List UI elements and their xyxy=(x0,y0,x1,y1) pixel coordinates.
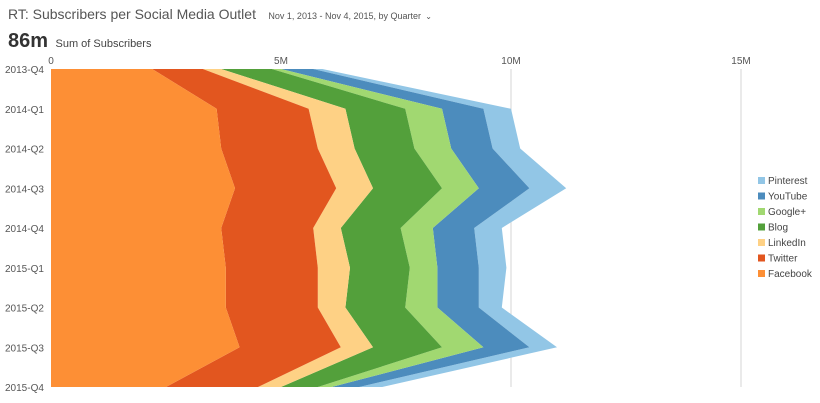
legend: Pinterest YouTube Google+ Blog LinkedIn Twitt… xyxy=(758,176,813,280)
legend-item-pinterest[interactable]: Pinterest xyxy=(758,176,808,187)
y-axis: 2013-Q4 2014-Q1 2014-Q2 2014-Q3 2014-Q4 2015-… xyxy=(5,65,44,394)
metric-label: Sum of Subscribers xyxy=(55,38,152,50)
legend-item-youtube[interactable]: YouTube xyxy=(758,192,808,203)
area-youtube[interactable] xyxy=(281,69,530,387)
y-tick-label: 2015-Q4 xyxy=(5,383,44,394)
legend-item-blog[interactable]: Blog xyxy=(758,223,788,234)
legend-swatch xyxy=(758,192,765,200)
y-tick-label: 2013-Q4 xyxy=(5,65,44,76)
x-tick-label: 5M xyxy=(274,56,288,67)
title-row: RT: Subscribers per Social Media Outlet … xyxy=(8,6,432,26)
y-tick-label: 2014-Q4 xyxy=(5,224,44,235)
x-tick-label: 10M xyxy=(501,56,520,67)
area-facebook[interactable] xyxy=(51,69,240,387)
y-tick-label: 2015-Q3 xyxy=(5,343,44,354)
chart-title: RT: Subscribers per Social Media Outlet xyxy=(8,6,256,22)
x-axis: 0 5M 10M 15M xyxy=(48,56,751,67)
series-areas xyxy=(51,69,567,387)
metric-row: 86m Sum of Subscribers xyxy=(8,30,151,53)
legend-label: LinkedIn xyxy=(768,238,806,249)
date-range-label: Nov 1, 2013 - Nov 4, 2015, by Quarter xyxy=(268,11,422,21)
legend-swatch xyxy=(758,270,765,277)
legend-item-twitter[interactable]: Twitter xyxy=(758,254,798,265)
legend-label: Google+ xyxy=(768,207,806,218)
chart-header: RT: Subscribers per Social Media Outlet … xyxy=(8,6,808,52)
legend-item-linkedin[interactable]: LinkedIn xyxy=(758,238,806,249)
total-value: 86m xyxy=(8,30,49,52)
chevron-down-icon: ⌄ xyxy=(423,12,432,21)
legend-label: Facebook xyxy=(768,269,813,280)
legend-item-facebook[interactable]: Facebook xyxy=(758,269,813,280)
legend-swatch xyxy=(758,208,765,215)
y-tick-label: 2015-Q2 xyxy=(5,304,44,315)
area-blog[interactable] xyxy=(221,69,442,387)
y-tick-label: 2014-Q1 xyxy=(5,105,44,116)
y-tick-label: 2014-Q2 xyxy=(5,145,44,156)
legend-label: Pinterest xyxy=(768,176,808,187)
area-google-[interactable] xyxy=(271,69,484,387)
legend-swatch xyxy=(758,254,765,262)
area-linkedin[interactable] xyxy=(202,69,373,387)
legend-label: YouTube xyxy=(768,192,808,203)
legend-swatch xyxy=(758,223,765,231)
area-twitter[interactable] xyxy=(152,69,341,387)
legend-swatch xyxy=(758,239,765,246)
area-pinterest[interactable] xyxy=(313,69,567,387)
x-tick-label: 15M xyxy=(731,56,750,67)
legend-swatch xyxy=(758,177,765,184)
legend-label: Blog xyxy=(768,223,788,234)
legend-item-google-[interactable]: Google+ xyxy=(758,207,806,218)
date-range-dropdown[interactable]: Nov 1, 2013 - Nov 4, 2015, by Quarter ⌄ xyxy=(268,11,432,21)
y-tick-label: 2015-Q1 xyxy=(5,264,44,275)
y-tick-label: 2014-Q3 xyxy=(5,184,44,195)
x-tick-label: 0 xyxy=(48,56,54,67)
legend-label: Twitter xyxy=(768,254,798,265)
